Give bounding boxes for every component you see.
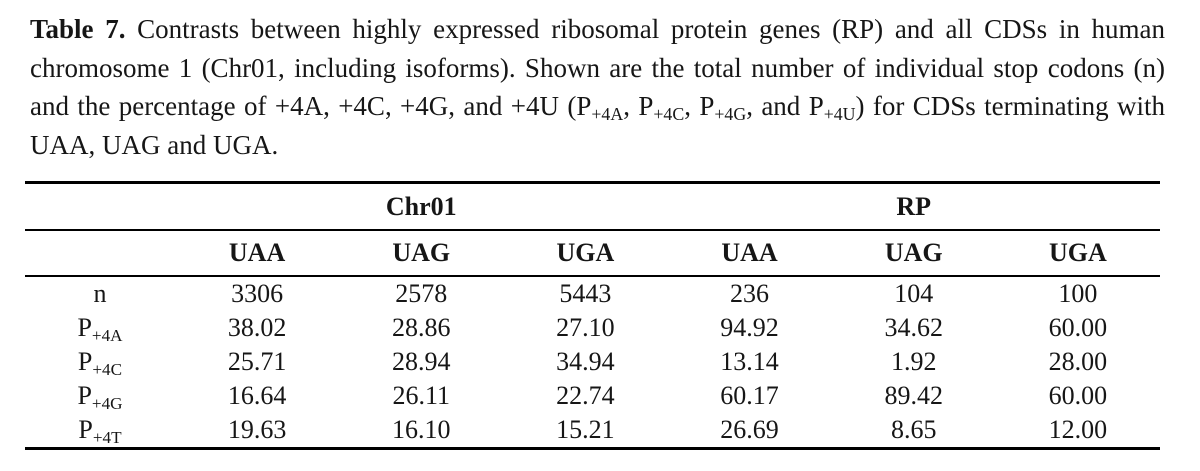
p-term-sub: +4U	[823, 103, 856, 124]
group-header-rp: RP	[667, 182, 1160, 231]
group-header-row: Chr01 RP	[25, 182, 1160, 231]
row-label: P+4A	[25, 311, 175, 345]
codon-header-uaa: UAA	[175, 230, 340, 277]
codon-header-uga: UGA	[503, 230, 668, 277]
value-cell: 25.71	[227, 347, 287, 376]
p-term-sub: +4G	[714, 103, 747, 124]
value-cell: 34.62	[884, 313, 943, 342]
row-label-sub: +4A	[91, 325, 123, 345]
value-cell: 38.02	[227, 313, 287, 342]
row-label-sub: +4T	[92, 427, 122, 447]
row-label-base: P	[77, 347, 93, 376]
table-row-p4t: P+4T 19.63 16.10 15.21 26.69 8.65 12.00	[25, 413, 1160, 449]
value-cell: 16.10	[391, 415, 451, 444]
value-cell: 26.69	[720, 415, 779, 444]
table-caption-label: Table 7.	[30, 14, 126, 44]
p-term-sub: +4C	[653, 103, 685, 124]
p-term-base: P	[808, 91, 824, 121]
row-label-base: P	[77, 313, 92, 342]
value-cell: 60.17	[720, 381, 779, 410]
table-row-p4g: P+4G 16.64 26.11 22.74 60.17 89.42 60.00	[25, 379, 1160, 413]
corner-cell	[25, 182, 175, 231]
value-cell: 60.00	[1048, 381, 1108, 410]
table-row-p4c: P+4C 25.71 28.94 34.94 13.14 1.92 28.00	[25, 345, 1160, 379]
value-cell: 28.94	[391, 347, 451, 376]
value-cell: 15.21	[556, 415, 615, 444]
value-cell: 94.92	[720, 313, 779, 342]
p-term-after: ,	[684, 91, 700, 121]
value-cell: 60.00	[1048, 313, 1108, 342]
value-cell: 26.11	[392, 381, 450, 410]
p-term-after: , and	[746, 91, 809, 121]
caption-text-before: Contrasts between highly expressed ribos…	[30, 14, 1165, 121]
caption-p-term: P+4C,	[638, 91, 700, 124]
codon-header-uag: UAG	[339, 230, 504, 277]
p-term-sub: +4A	[591, 103, 624, 124]
value-cell: 34.94	[556, 347, 615, 376]
row-label-base: P	[78, 415, 93, 444]
stop-codon-table: Chr01 RP UAA UAG UGA UAA UAG UGA n 3306 …	[25, 181, 1160, 450]
value-cell: 22.74	[556, 381, 615, 410]
codon-header-uga: UGA	[995, 230, 1160, 277]
row-label-base: n	[93, 279, 107, 308]
value-cell: 28.00	[1048, 347, 1108, 376]
caption-p-term: P+4A,	[576, 91, 639, 124]
row-label: P+4T	[25, 413, 175, 449]
value-cell: 16.64	[227, 381, 287, 410]
p-term-base: P	[576, 91, 592, 121]
caption-p-term: P+4G, and	[699, 91, 809, 124]
value-cell: 12.00	[1048, 415, 1108, 444]
value-cell: 28.86	[391, 313, 451, 342]
value-cell: 89.42	[884, 381, 943, 410]
value-cell: 5443	[559, 279, 612, 308]
value-cell: 104	[894, 279, 934, 308]
value-cell: 2578	[395, 279, 448, 308]
value-cell: 19.63	[227, 415, 287, 444]
value-cell: 27.10	[556, 313, 615, 342]
codon-header-uaa: UAA	[667, 230, 832, 277]
p-term-base: P	[638, 91, 654, 121]
codon-header-uag: UAG	[831, 230, 996, 277]
table-row-n: n 3306 2578 5443 236 104 100	[25, 276, 1160, 311]
p-term-base: P	[699, 91, 715, 121]
value-cell: 236	[730, 279, 770, 308]
codon-header-row: UAA UAG UGA UAA UAG UGA	[25, 230, 1160, 277]
row-label: n	[25, 276, 175, 311]
value-cell: 100	[1058, 279, 1098, 308]
caption-p-term: P+4U	[808, 91, 856, 124]
p-term-after: ,	[623, 91, 639, 121]
value-cell: 8.65	[890, 415, 937, 444]
row-label: P+4C	[25, 345, 175, 379]
value-cell: 1.92	[890, 347, 937, 376]
caption-text-after: ) for CDSs terminating with UAA, UAG and…	[30, 91, 1166, 160]
row-label-sub: +4G	[91, 393, 123, 413]
group-header-chr01: Chr01	[175, 182, 668, 231]
value-cell: 13.14	[720, 347, 779, 376]
value-cell: 3306	[231, 279, 284, 308]
table-caption: Table 7. Contrasts between highly expres…	[30, 10, 1165, 164]
row-label-base: P	[77, 381, 92, 410]
corner-cell	[25, 230, 175, 277]
row-label-sub: +4C	[92, 359, 123, 379]
table-row-p4a: P+4A 38.02 28.86 27.10 94.92 34.62 60.00	[25, 311, 1160, 345]
row-label: P+4G	[25, 379, 175, 413]
